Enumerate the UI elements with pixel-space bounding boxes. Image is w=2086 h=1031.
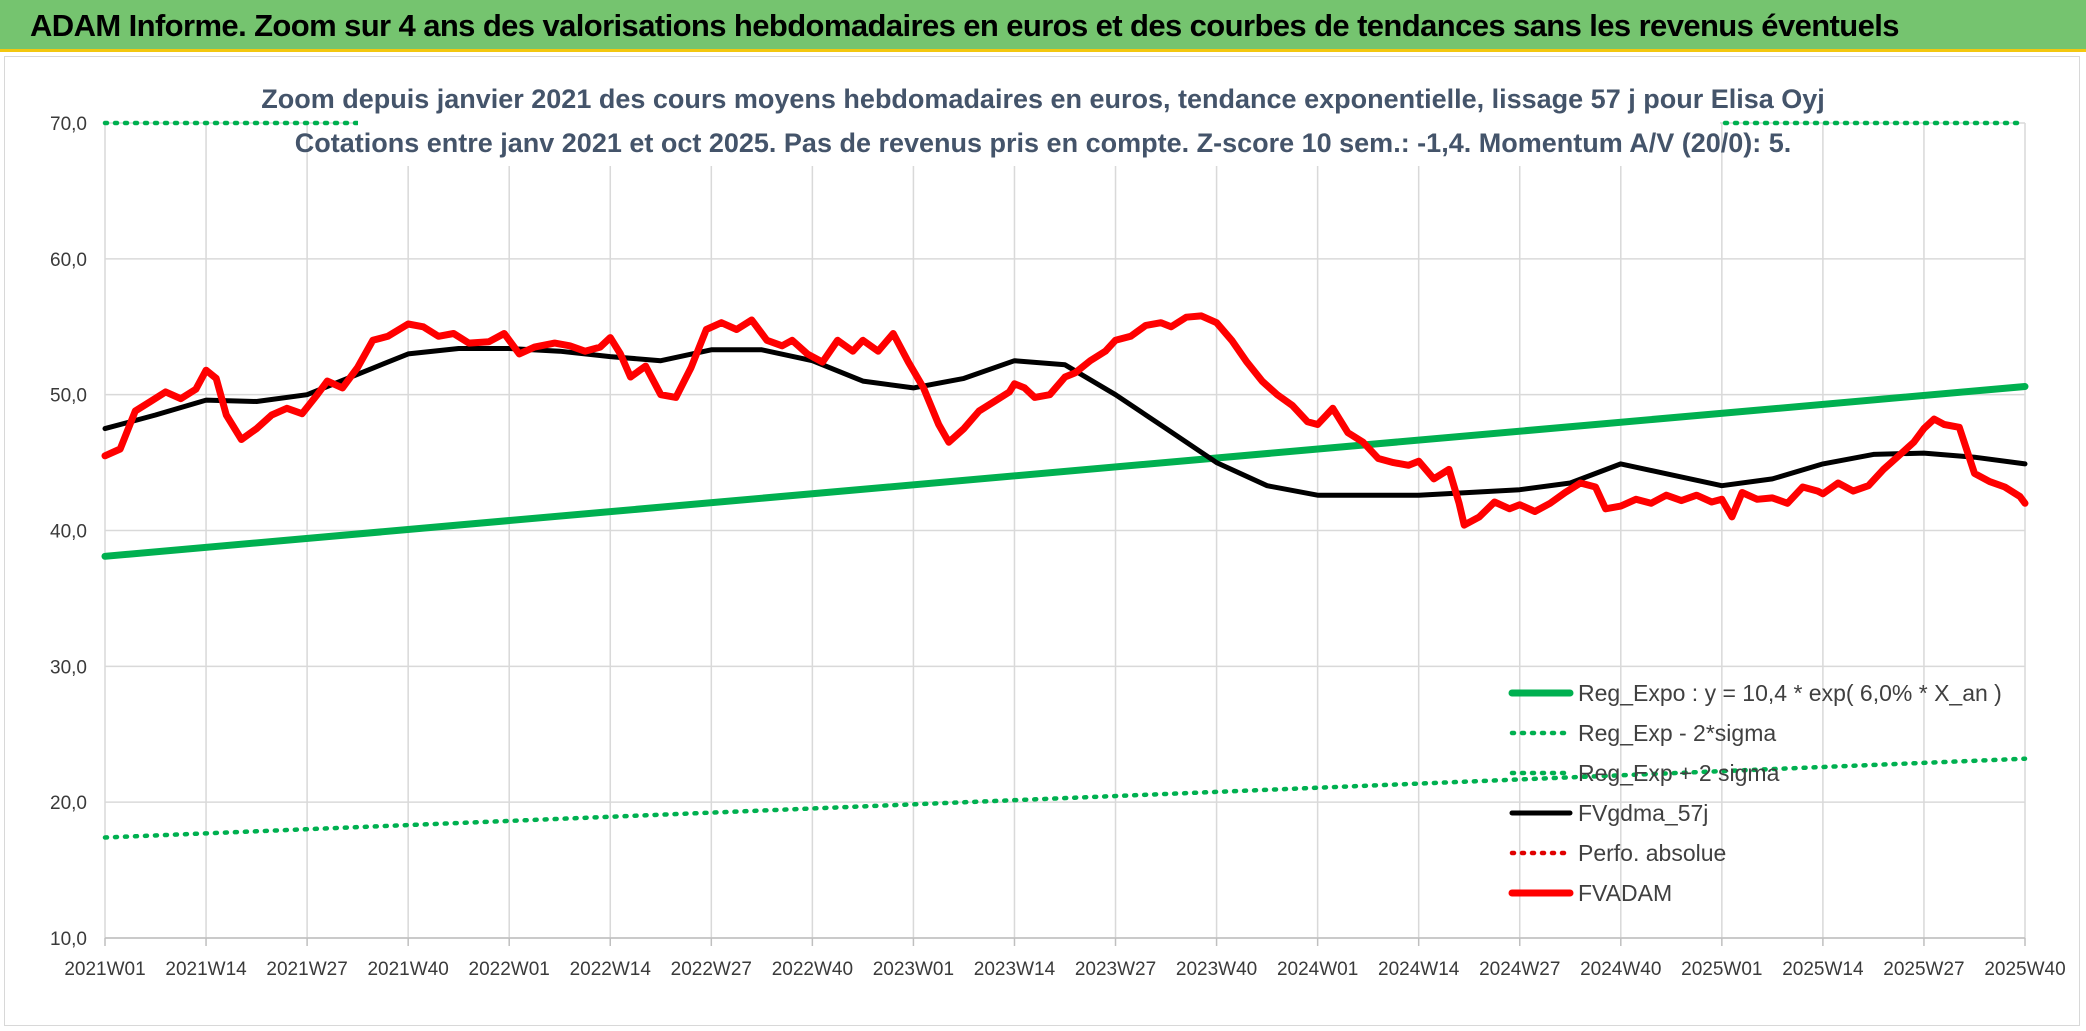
x-tick-label: 2022W01 [469, 959, 550, 980]
x-tick-label: 2021W27 [266, 959, 347, 980]
y-tick-label: 60,0 [50, 250, 87, 271]
x-tick-label: 2021W01 [64, 959, 145, 980]
x-tick-label: 2024W40 [1580, 959, 1661, 980]
x-tick-label: 2025W27 [1883, 959, 1964, 980]
x-tick-label: 2022W27 [671, 959, 752, 980]
x-tick-label: 2024W27 [1479, 959, 1560, 980]
y-tick-label: 70,0 [50, 114, 87, 135]
legend-label-reg-exp-2-sigma: Reg_Exp + 2 sigma [1578, 760, 1780, 786]
title-mask [358, 100, 1720, 166]
x-tick-label: 2022W40 [772, 959, 853, 980]
y-tick-label: 10,0 [50, 929, 87, 950]
chart-frame [4, 56, 2080, 1026]
x-tick-label: 2025W01 [1681, 959, 1762, 980]
x-tick-label: 2024W14 [1378, 959, 1460, 980]
x-tick-label: 2023W01 [873, 959, 954, 980]
x-tick-label: 2023W40 [1176, 959, 1257, 980]
series-line-fvadam [101, 312, 2029, 529]
legend-label-fvadam: FVADAM [1578, 880, 1672, 906]
legend-label-perfo-absolue: Perfo. absolue [1578, 840, 1726, 866]
x-tick-label: 2022W14 [570, 959, 652, 980]
report-title: ADAM Informe. Zoom sur 4 ans des valoris… [30, 8, 1900, 43]
x-tick-label: 2023W14 [974, 959, 1056, 980]
chart-subtitle: Cotations entre janv 2021 et oct 2025. P… [294, 128, 1792, 158]
y-tick-label: 40,0 [50, 522, 87, 543]
x-tick-label: 2021W14 [165, 959, 247, 980]
x-tick-label: 2025W40 [1984, 959, 2065, 980]
x-tick-label: 2024W01 [1277, 959, 1358, 980]
x-tick-label: 2021W40 [367, 959, 448, 980]
legend-label-reg-exp-2-sigma: Reg_Exp - 2*sigma [1578, 720, 1776, 746]
y-tick-label: 20,0 [50, 793, 87, 814]
series-line-reg-expo-y-10-4-exp-6-0-x-an [101, 383, 2029, 560]
report-header: ADAM Informe. Zoom sur 4 ans des valoris… [0, 0, 2086, 52]
x-tick-label: 2023W27 [1075, 959, 1156, 980]
y-tick-label: 30,0 [50, 657, 87, 678]
series-line-fvgdma-57j [102, 346, 2028, 498]
legend-label-reg-expo-y-10-4-exp-6-0-x-an: Reg_Expo : y = 10,4 * exp( 6,0% * X_an ) [1578, 680, 2002, 706]
chart-title: Zoom depuis janvier 2021 des cours moyen… [261, 84, 1825, 114]
legend-label-fvgdma-57j: FVgdma_57j [1578, 800, 1708, 826]
y-tick-label: 50,0 [50, 386, 87, 407]
series-line-reg-exp-2-sigma [102, 756, 2028, 840]
x-tick-label: 2025W14 [1782, 959, 1864, 980]
